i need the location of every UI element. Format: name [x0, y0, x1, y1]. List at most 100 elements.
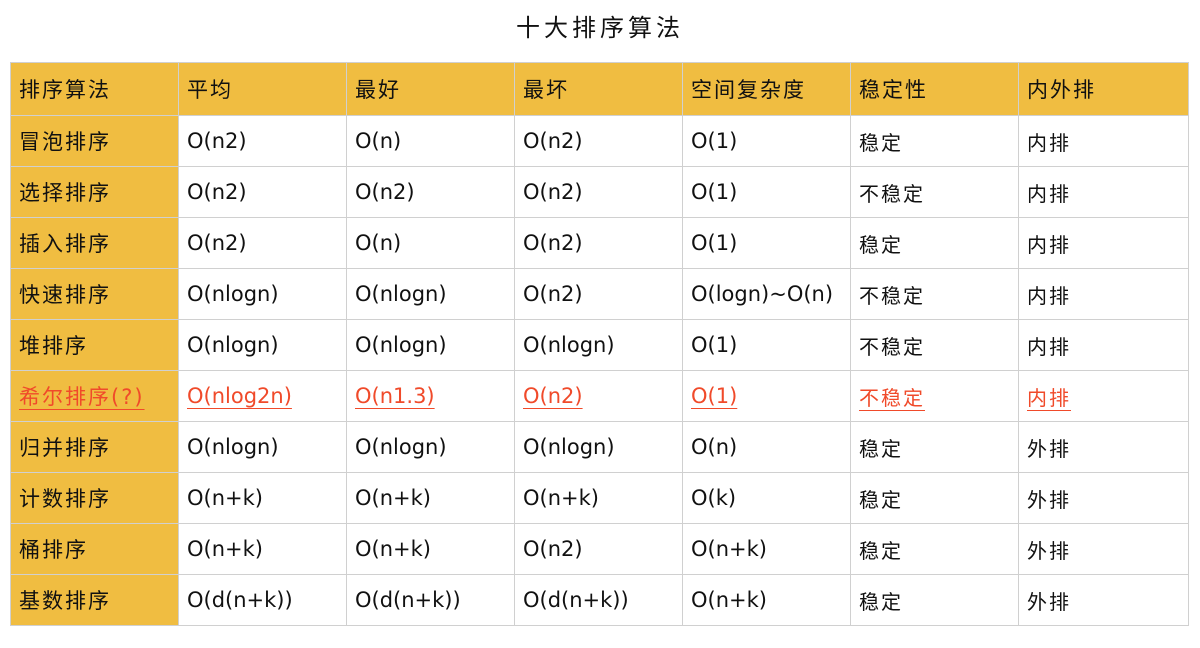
cell-average: O(nlog2n)	[178, 370, 347, 422]
header-cell-average: 平均	[178, 62, 347, 116]
cell-in-out: 内排	[1018, 370, 1189, 422]
cell-average: O(nlogn)	[178, 268, 347, 320]
cell-text: 不稳定	[859, 385, 925, 410]
cell-text: 桶排序	[19, 538, 88, 562]
cell-text: O(n2)	[187, 180, 247, 204]
cell-text: O(d(n+k))	[523, 588, 629, 612]
cell-text: O(nlogn)	[187, 435, 279, 459]
cell-stability: 不稳定	[850, 370, 1019, 422]
cell-average: O(nlogn)	[178, 421, 347, 473]
cell-worst: O(n2)	[514, 115, 683, 167]
cell-in-out: 内排	[1018, 268, 1189, 320]
cell-space: O(1)	[682, 217, 851, 269]
cell-text: O(n)	[691, 435, 738, 459]
cell-algorithm-name: 插入排序	[10, 217, 179, 269]
cell-stability: 不稳定	[850, 268, 1019, 320]
cell-space: O(1)	[682, 319, 851, 371]
cell-text: 稳定	[859, 538, 903, 563]
cell-in-out: 外排	[1018, 574, 1189, 626]
cell-average: O(n2)	[178, 115, 347, 167]
cell-best: O(n2)	[346, 166, 515, 218]
cell-in-out: 外排	[1018, 472, 1189, 524]
cell-text: 选择排序	[19, 181, 111, 205]
cell-text: O(n1.3)	[355, 384, 435, 408]
table-row: 希尔排序(?) O(nlog2n) O(n1.3) O(n2) O(1) 不稳定 内排	[10, 370, 1189, 422]
cell-text: O(1)	[691, 129, 738, 153]
cell-text: O(logn)~O(n)	[691, 282, 834, 306]
cell-space: O(logn)~O(n)	[682, 268, 851, 320]
cell-text: 不稳定	[859, 283, 925, 308]
cell-text: O(nlogn)	[355, 333, 447, 357]
table-row: 基数排序 O(d(n+k)) O(d(n+k)) O(d(n+k)) O(n+k) 稳定 外…	[10, 574, 1189, 626]
cell-text: 稳定	[859, 487, 903, 512]
cell-average: O(n2)	[178, 217, 347, 269]
table-row: 归并排序 O(nlogn) O(nlogn) O(nlogn) O(n) 稳定 外排	[10, 421, 1189, 473]
cell-text: O(nlogn)	[187, 282, 279, 306]
cell-text: O(n+k)	[523, 486, 599, 510]
cell-text: O(n+k)	[187, 486, 263, 510]
cell-text: O(1)	[691, 180, 738, 204]
header-cell-worst: 最坏	[514, 62, 683, 116]
cell-text: O(nlogn)	[355, 282, 447, 306]
table-row: 快速排序 O(nlogn) O(nlogn) O(n2) O(logn)~O(n) 不稳定…	[10, 268, 1189, 320]
page-title: 十大排序算法	[516, 14, 684, 42]
cell-text: 冒泡排序	[19, 130, 111, 154]
cell-text: 稳定	[859, 589, 903, 614]
cell-worst: O(n2)	[514, 268, 683, 320]
cell-space: O(n+k)	[682, 523, 851, 575]
cell-text: O(nlogn)	[187, 333, 279, 357]
cell-text: 计数排序	[19, 487, 111, 511]
cell-text: 不稳定	[859, 181, 925, 206]
cell-text: O(nlogn)	[523, 333, 615, 357]
cell-text: 内排	[1027, 334, 1071, 359]
cell-stability: 稳定	[850, 217, 1019, 269]
cell-text: O(n+k)	[691, 537, 767, 561]
header-cell-space: 空间复杂度	[682, 62, 851, 116]
cell-text: O(n2)	[187, 129, 247, 153]
cell-worst: O(n+k)	[514, 472, 683, 524]
table-body: 冒泡排序 O(n2) O(n) O(n2) O(1) 稳定 内排 选择排序 O(n2) O(n2)…	[10, 115, 1189, 626]
header-cell-algorithm: 排序算法	[10, 62, 179, 116]
header-row: 排序算法 平均 最好 最坏 空间复杂度 稳定性 内外排	[10, 62, 1189, 116]
cell-best: O(nlogn)	[346, 268, 515, 320]
cell-text: 外排	[1027, 538, 1071, 563]
cell-average: O(nlogn)	[178, 319, 347, 371]
cell-worst: O(n2)	[514, 166, 683, 218]
cell-best: O(nlogn)	[346, 421, 515, 473]
cell-space: O(n+k)	[682, 574, 851, 626]
cell-text: O(n+k)	[355, 537, 431, 561]
cell-stability: 稳定	[850, 472, 1019, 524]
cell-text: 基数排序	[19, 589, 111, 613]
cell-text: O(d(n+k))	[355, 588, 461, 612]
cell-algorithm-name: 快速排序	[10, 268, 179, 320]
cell-algorithm-name: 计数排序	[10, 472, 179, 524]
cell-best: O(d(n+k))	[346, 574, 515, 626]
cell-in-out: 内排	[1018, 217, 1189, 269]
cell-text: O(n2)	[523, 180, 583, 204]
cell-space: O(1)	[682, 166, 851, 218]
cell-best: O(n+k)	[346, 523, 515, 575]
cell-text: 稳定	[859, 130, 903, 155]
cell-best: O(n1.3)	[346, 370, 515, 422]
cell-text: 内排	[1027, 181, 1071, 206]
cell-algorithm-name: 基数排序	[10, 574, 179, 626]
cell-text: O(n2)	[187, 231, 247, 255]
cell-algorithm-name: 冒泡排序	[10, 115, 179, 167]
cell-space: O(k)	[682, 472, 851, 524]
cell-best: O(n)	[346, 217, 515, 269]
cell-stability: 稳定	[850, 421, 1019, 473]
sorting-algorithms-table: 排序算法 平均 最好 最坏 空间复杂度 稳定性 内外排 冒泡排序 O(n2) O(n…	[10, 62, 1189, 626]
cell-in-out: 内排	[1018, 115, 1189, 167]
cell-text: 不稳定	[859, 334, 925, 359]
cell-text: O(d(n+k))	[187, 588, 293, 612]
cell-worst: O(d(n+k))	[514, 574, 683, 626]
cell-algorithm-name: 桶排序	[10, 523, 179, 575]
cell-text: 内排	[1027, 130, 1071, 155]
cell-text: O(n2)	[523, 537, 583, 561]
cell-text: O(n+k)	[691, 588, 767, 612]
cell-space: O(1)	[682, 370, 851, 422]
cell-text: O(n2)	[523, 231, 583, 255]
cell-average: O(n+k)	[178, 523, 347, 575]
cell-text: 稳定	[859, 436, 903, 461]
cell-text: 内排	[1027, 283, 1071, 308]
